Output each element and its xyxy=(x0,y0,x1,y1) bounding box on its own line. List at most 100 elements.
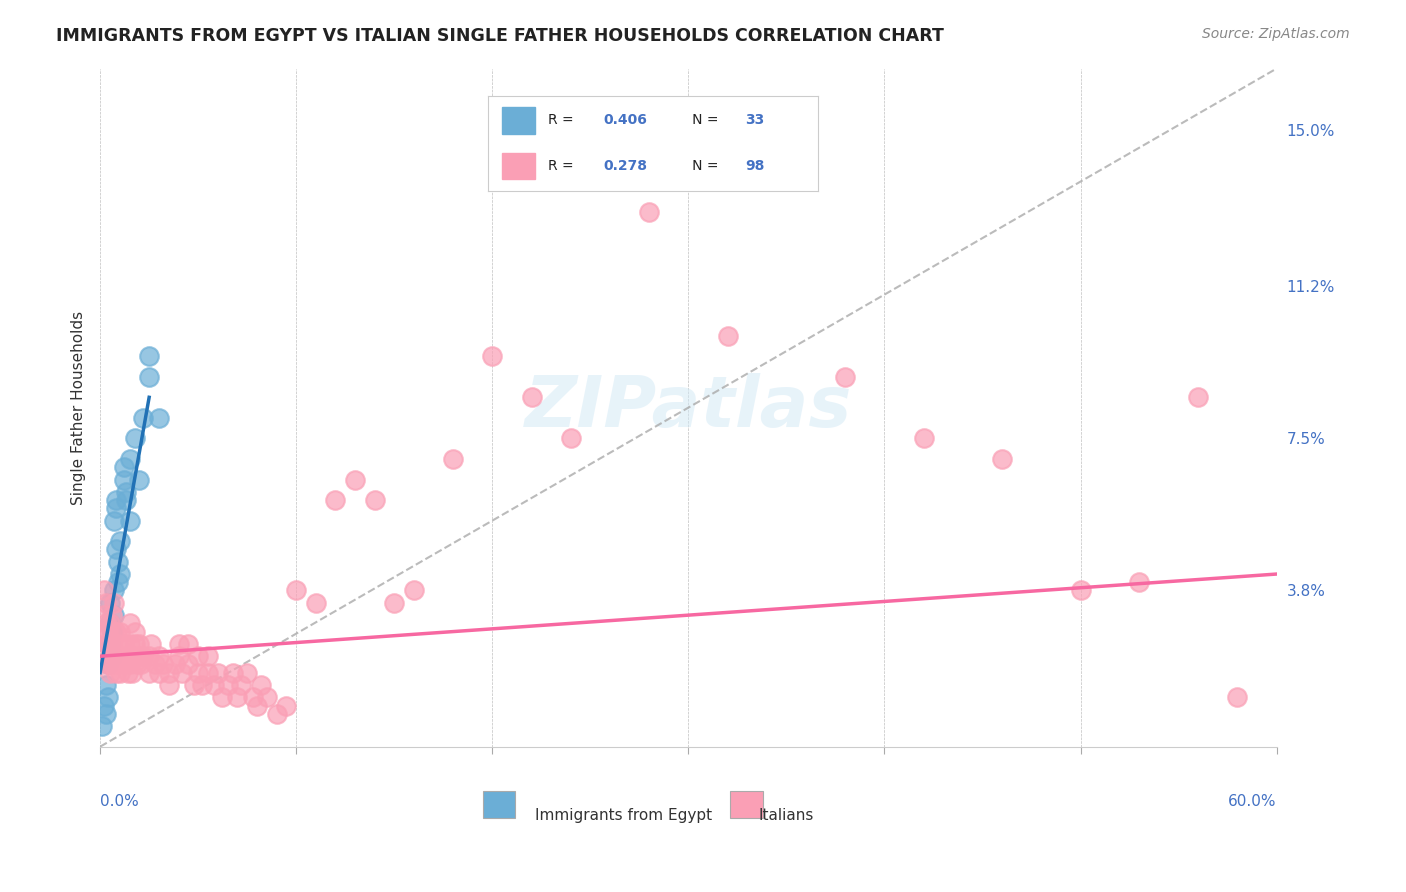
Point xyxy=(98,665,121,680)
Point xyxy=(177,657,200,672)
Point xyxy=(124,624,146,639)
Point xyxy=(242,690,264,705)
Point xyxy=(382,596,405,610)
Point xyxy=(177,637,200,651)
Point xyxy=(103,583,125,598)
FancyBboxPatch shape xyxy=(730,790,762,818)
Point xyxy=(912,431,935,445)
Text: ZIPatlas: ZIPatlas xyxy=(524,373,852,442)
Point xyxy=(266,706,288,721)
Point xyxy=(402,583,425,598)
Point xyxy=(236,665,259,680)
Point xyxy=(91,624,114,639)
Point xyxy=(112,657,135,672)
Point xyxy=(441,452,464,467)
Point xyxy=(638,205,661,219)
Point xyxy=(226,690,249,705)
Point xyxy=(91,719,114,733)
Point xyxy=(101,637,124,651)
Point xyxy=(98,649,121,664)
Point xyxy=(118,637,141,651)
Point xyxy=(108,649,131,664)
Point xyxy=(97,690,120,705)
Point xyxy=(94,596,117,610)
Point xyxy=(108,534,131,549)
Point xyxy=(197,665,219,680)
Point xyxy=(94,616,117,631)
Point xyxy=(172,665,194,680)
Point xyxy=(98,596,121,610)
Point xyxy=(207,665,229,680)
Point xyxy=(163,657,186,672)
Point xyxy=(104,542,127,557)
Point xyxy=(107,575,129,590)
Point xyxy=(138,349,160,363)
Point xyxy=(127,657,149,672)
Point xyxy=(98,637,121,651)
Point xyxy=(217,678,239,692)
Point xyxy=(98,616,121,631)
Point xyxy=(94,706,117,721)
Point xyxy=(103,649,125,664)
Point xyxy=(101,624,124,639)
Point xyxy=(128,637,150,651)
Point xyxy=(103,514,125,528)
Point xyxy=(112,473,135,487)
Point xyxy=(103,624,125,639)
Point xyxy=(991,452,1014,467)
Point xyxy=(157,678,180,692)
Point xyxy=(117,665,139,680)
Point xyxy=(138,369,160,384)
Point xyxy=(363,493,385,508)
Point xyxy=(98,616,121,631)
Point xyxy=(202,678,225,692)
Point xyxy=(148,649,170,664)
Point xyxy=(139,637,162,651)
Point xyxy=(104,649,127,664)
Point xyxy=(191,678,214,692)
Point xyxy=(97,657,120,672)
Point xyxy=(187,649,209,664)
Y-axis label: Single Father Households: Single Father Households xyxy=(72,310,86,505)
Point xyxy=(101,649,124,664)
Point xyxy=(93,608,115,623)
Point xyxy=(124,637,146,651)
Point xyxy=(256,690,278,705)
Point xyxy=(118,616,141,631)
Point xyxy=(560,431,582,445)
Point xyxy=(285,583,308,598)
Point xyxy=(132,649,155,664)
Point xyxy=(118,452,141,467)
Point xyxy=(97,657,120,672)
Point xyxy=(94,637,117,651)
Point xyxy=(128,649,150,664)
Point xyxy=(344,473,367,487)
Point xyxy=(138,649,160,664)
Text: Source: ZipAtlas.com: Source: ZipAtlas.com xyxy=(1202,27,1350,41)
Point xyxy=(114,493,136,508)
Point xyxy=(101,608,124,623)
Point xyxy=(1226,690,1249,705)
Point xyxy=(834,369,856,384)
Point xyxy=(121,665,143,680)
Text: 0.0%: 0.0% xyxy=(100,794,139,809)
FancyBboxPatch shape xyxy=(482,790,516,818)
Point xyxy=(305,596,328,610)
Point xyxy=(717,328,740,343)
Point xyxy=(104,501,127,516)
Point xyxy=(1187,390,1209,404)
Point xyxy=(131,657,153,672)
Text: Immigrants from Egypt: Immigrants from Egypt xyxy=(536,807,713,822)
Point xyxy=(122,649,145,664)
Point xyxy=(107,657,129,672)
Point xyxy=(132,410,155,425)
Point xyxy=(231,678,253,692)
Point xyxy=(103,596,125,610)
Point xyxy=(93,698,115,713)
Text: Italians: Italians xyxy=(759,807,814,822)
Point xyxy=(197,649,219,664)
Point xyxy=(108,624,131,639)
Point xyxy=(112,637,135,651)
Point xyxy=(118,514,141,528)
Point xyxy=(104,624,127,639)
